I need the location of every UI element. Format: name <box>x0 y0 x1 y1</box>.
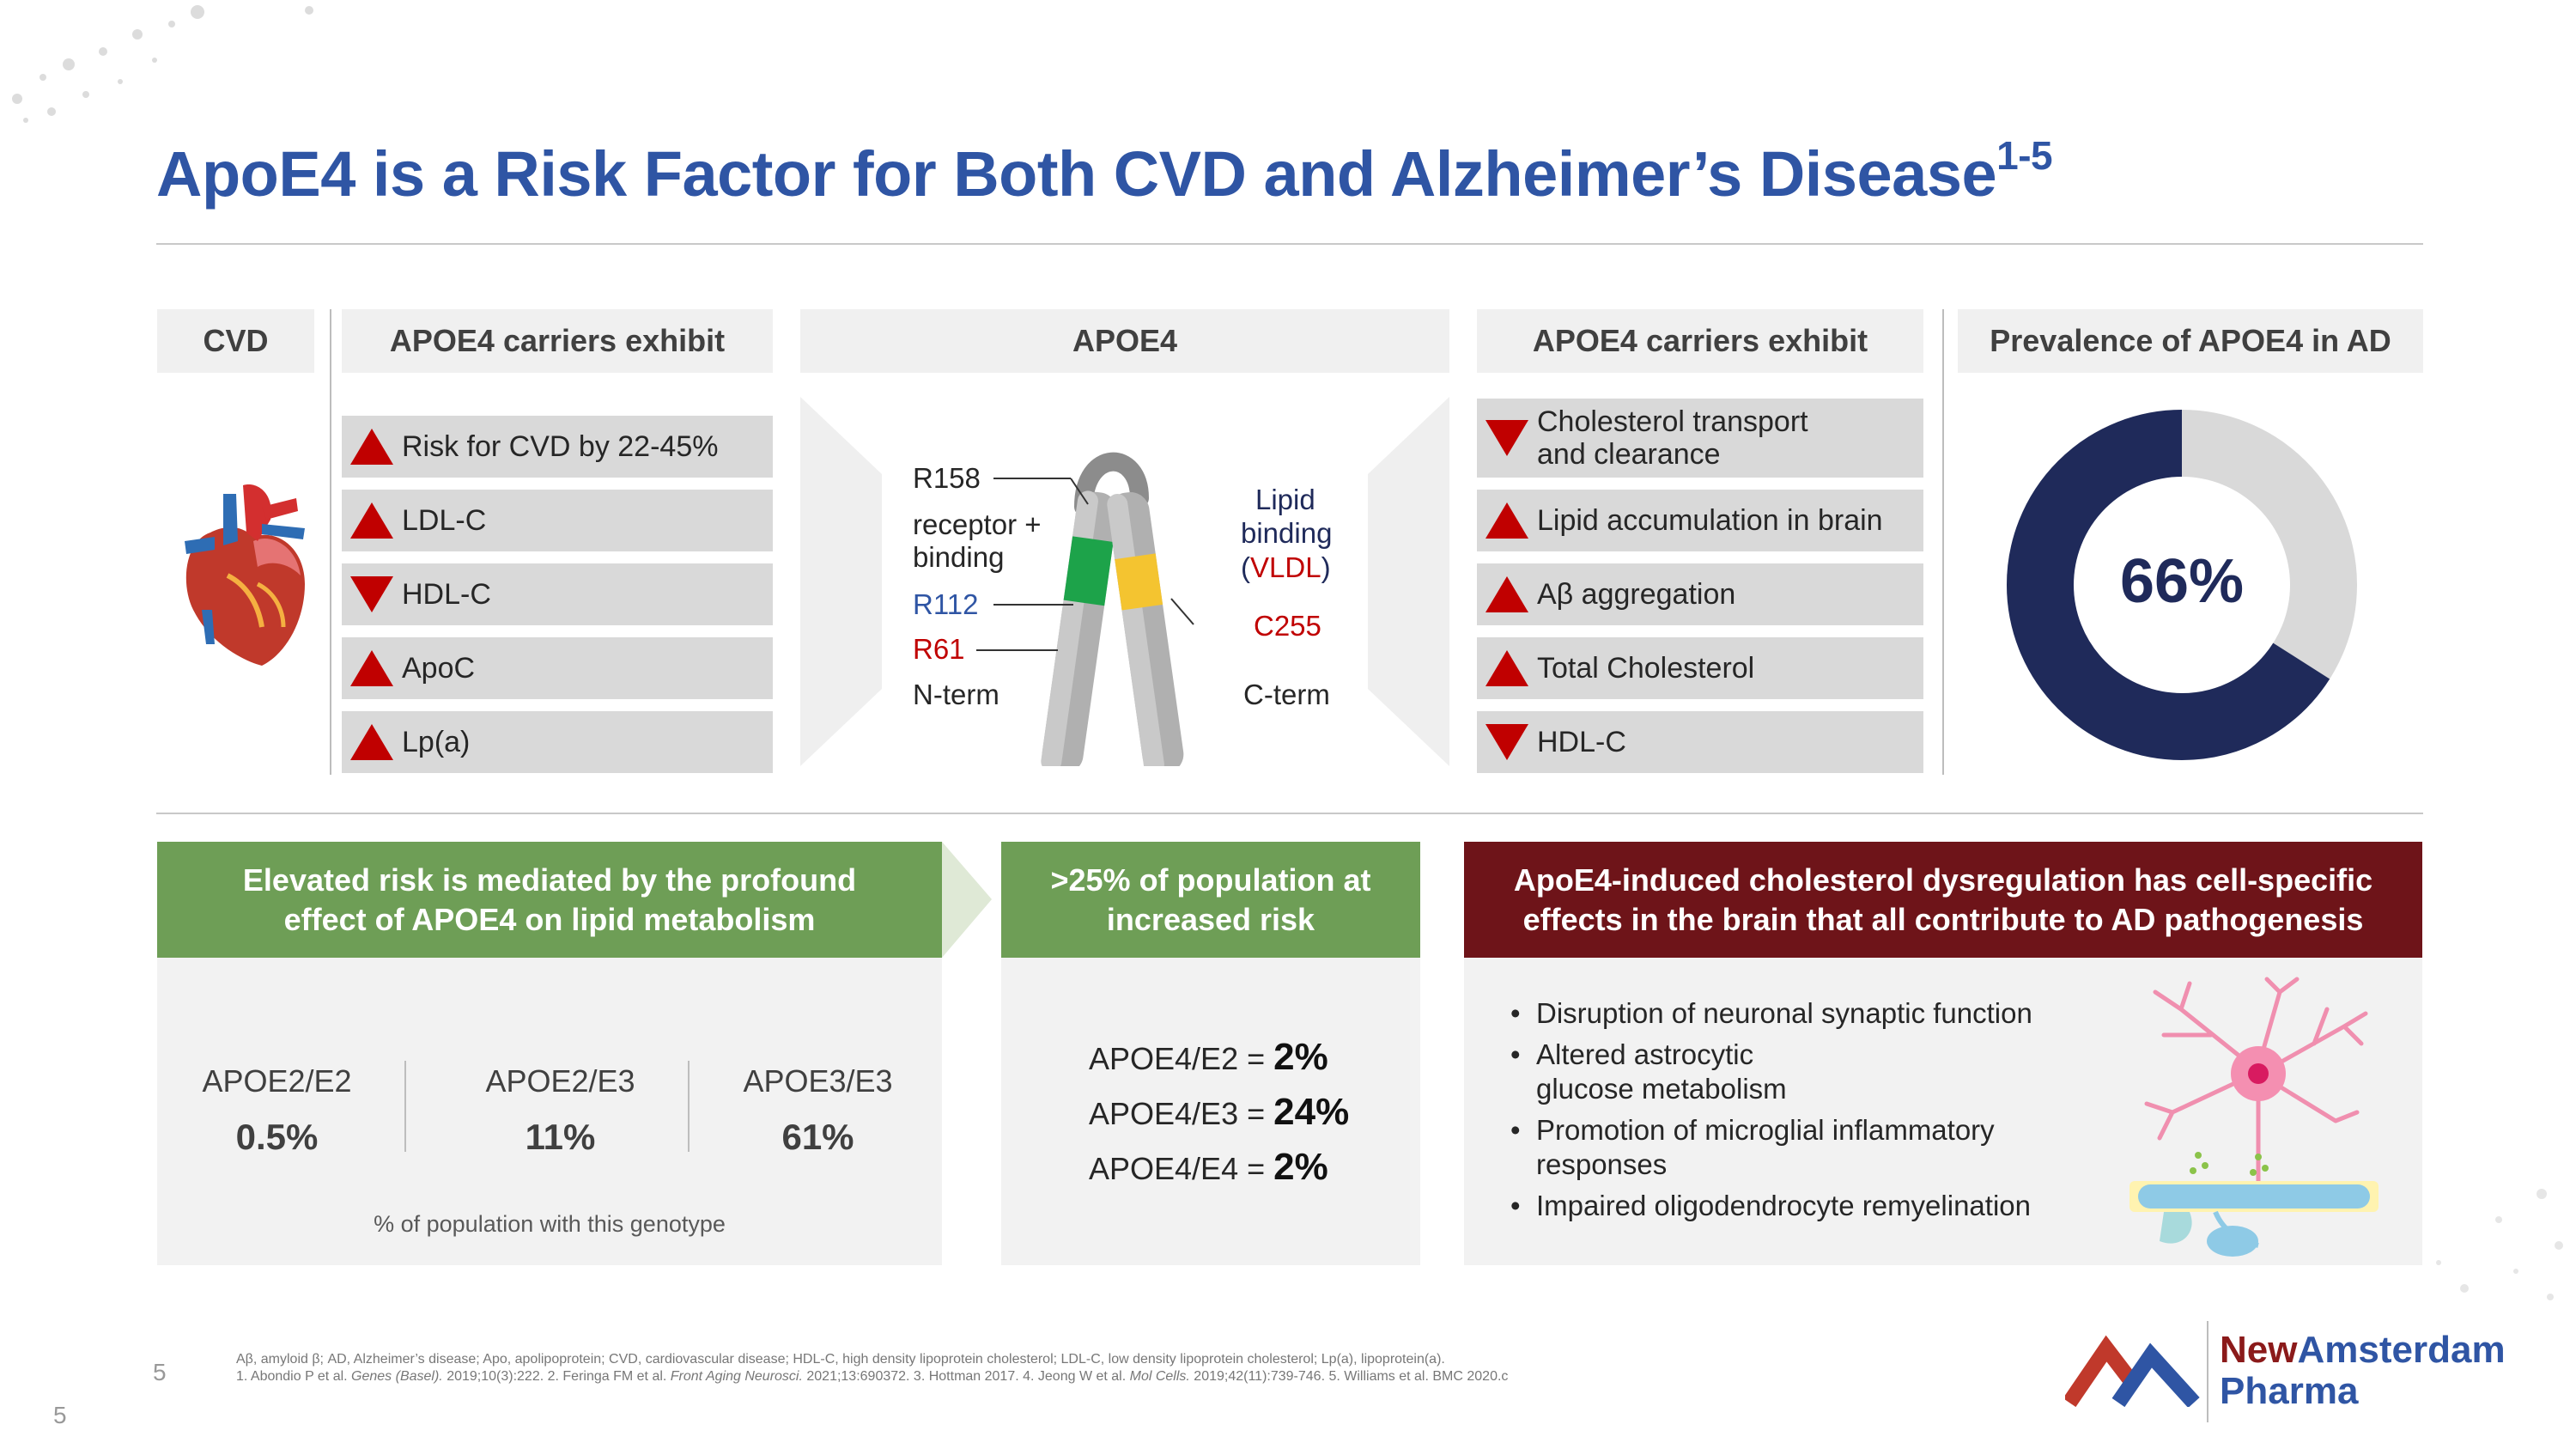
cvd-item: HDL-C <box>342 563 773 625</box>
arrow-down-icon <box>1477 724 1537 760</box>
risk-row: APOE4/E2 = 2% <box>1089 1036 1328 1078</box>
genotype-column: APOE2/E2 0.5% <box>172 1063 382 1158</box>
footnote-references: 1. Abondio P et al. Genes (Basel). 2019;… <box>236 1369 1509 1384</box>
risk-panel-header: >25% of population at increased risk <box>1001 842 1420 958</box>
brain-panel-header: ApoE4-induced cholesterol dysregulation … <box>1464 842 2422 958</box>
label-cterm: C-term <box>1243 679 1330 710</box>
apoe4-header: APOE4 <box>800 309 1449 373</box>
genotype-note: % of population with this genotype <box>374 1211 726 1237</box>
arrow-up-icon <box>1477 576 1537 612</box>
donut-arc <box>2007 410 2357 760</box>
cvd-item: Risk for CVD by 22-45% <box>342 416 773 478</box>
arrow-down-icon <box>1477 420 1537 456</box>
cvd-item: LDL-C <box>342 490 773 551</box>
page-title: ApoE4 is a Risk Factor for Both CVD and … <box>156 133 2053 210</box>
arrow-up-icon <box>342 502 402 539</box>
prevalence-header: Prevalence of APOE4 in AD <box>1958 309 2423 373</box>
decorative-dots <box>2436 1189 2563 1300</box>
logo-line1: NewAmsterdam <box>2220 1329 2506 1371</box>
bullet-line: glucose metabolism <box>1536 1073 1787 1105</box>
lipid-panel-body <box>157 958 942 1265</box>
bullet-item: Promotion of microglial inflammatoryresp… <box>1507 1113 2091 1182</box>
ad-separator <box>1942 309 1944 775</box>
genotype-column: APOE2/E3 11% <box>455 1063 665 1158</box>
chevron-right-icon <box>942 842 992 958</box>
company-logo-text: NewAmsterdam Pharma <box>2220 1330 2506 1412</box>
label-r61: R61 <box>913 633 965 665</box>
label-receptor-binding-1: receptor + <box>913 508 1042 540</box>
neuron-icon <box>2129 977 2379 1257</box>
arrow-up-icon <box>342 650 402 686</box>
arrow-down-icon <box>342 576 402 612</box>
bullet-line: Promotion of microglial inflammatory <box>1536 1114 1995 1146</box>
logo-line2: Pharma <box>2220 1370 2359 1412</box>
prevalence-value: 66% <box>2119 547 2245 616</box>
bullet-line: responses <box>1536 1148 1668 1180</box>
risk-row: APOE4/E4 = 2% <box>1089 1146 1328 1188</box>
label-r112: R112 <box>913 588 979 620</box>
brain-bullets: Disruption of neuronal synaptic function… <box>1507 996 2091 1230</box>
ad-carriers-header: APOE4 carriers exhibit <box>1477 309 1923 373</box>
ad-item: Lipid accumulation in brain <box>1477 490 1923 551</box>
title-rule <box>156 243 2423 245</box>
page-number-outer: 5 <box>53 1402 67 1428</box>
cvd-carriers-header: APOE4 carriers exhibit <box>342 309 773 373</box>
label-lipid-3: (VLDL) <box>1241 551 1331 583</box>
title-superscript: 1-5 <box>1996 133 2053 178</box>
arrow-up-icon <box>342 724 402 760</box>
genotype-column: APOE3/E3 61% <box>713 1063 923 1158</box>
ad-item: HDL-C <box>1477 711 1923 773</box>
bullet-item: Impaired oligodendrocyte remyelination <box>1507 1189 2091 1223</box>
arrow-up-icon <box>1477 502 1537 539</box>
genotype-name: APOE3/E3 <box>743 1063 893 1099</box>
risk-panel-body <box>1001 958 1420 1265</box>
label-lipid-1: Lipid <box>1255 484 1315 515</box>
prevalence-donut <box>2007 410 2357 760</box>
label-nterm: N-term <box>913 679 999 710</box>
label-c255: C255 <box>1254 610 1321 642</box>
genotype-value: 61% <box>781 1117 854 1157</box>
cvd-item: Lp(a) <box>342 711 773 773</box>
genotype-separator <box>404 1061 406 1152</box>
label-lipid-2: binding <box>1241 517 1333 549</box>
section-rule <box>156 813 2423 814</box>
decorative-dots <box>12 5 313 123</box>
ad-item: Total Cholesterol <box>1477 637 1923 699</box>
genotype-value: 0.5% <box>235 1117 319 1157</box>
ad-item-line: and clearance <box>1537 438 1721 471</box>
genotype-name: APOE2/E3 <box>485 1063 635 1099</box>
genotype-separator <box>688 1061 690 1152</box>
bullet-item: Disruption of neuronal synaptic function <box>1507 996 2091 1031</box>
company-logo-icon <box>2065 1335 2200 1407</box>
cvd-item: ApoC <box>342 637 773 699</box>
footnote-abbreviations: Aβ, amyloid β; AD, Alzheimer’s disease; … <box>236 1352 1445 1367</box>
arrow-up-icon <box>1477 650 1537 686</box>
genotype-name: APOE2/E2 <box>202 1063 352 1099</box>
ad-item: Aβ aggregation <box>1477 563 1923 625</box>
ad-item: Cholesterol transport and clearance <box>1477 399 1923 478</box>
risk-list: APOE4/E2 = 2% APOE4/E3 = 24% APOE4/E4 = … <box>1089 1031 1349 1196</box>
genotype-value: 11% <box>525 1117 596 1157</box>
risk-row: APOE4/E3 = 24% <box>1089 1091 1350 1133</box>
cvd-header: CVD <box>157 309 314 373</box>
cvd-separator <box>330 309 331 775</box>
lipid-panel-header: Elevated risk is mediated by the profoun… <box>157 842 942 958</box>
label-vldl: VLDL <box>1250 551 1321 583</box>
apoe4-diagram <box>800 397 1449 766</box>
logo-divider <box>2207 1321 2208 1422</box>
bullet-line: Altered astrocytic <box>1536 1038 1754 1070</box>
page-number-inner: 5 <box>153 1359 167 1385</box>
arrow-up-icon <box>342 429 402 465</box>
heart-icon <box>185 484 305 666</box>
label-receptor-binding-2: binding <box>913 541 1005 573</box>
label-r158: R158 <box>913 462 981 494</box>
ad-item-line: Cholesterol transport <box>1537 405 1808 438</box>
